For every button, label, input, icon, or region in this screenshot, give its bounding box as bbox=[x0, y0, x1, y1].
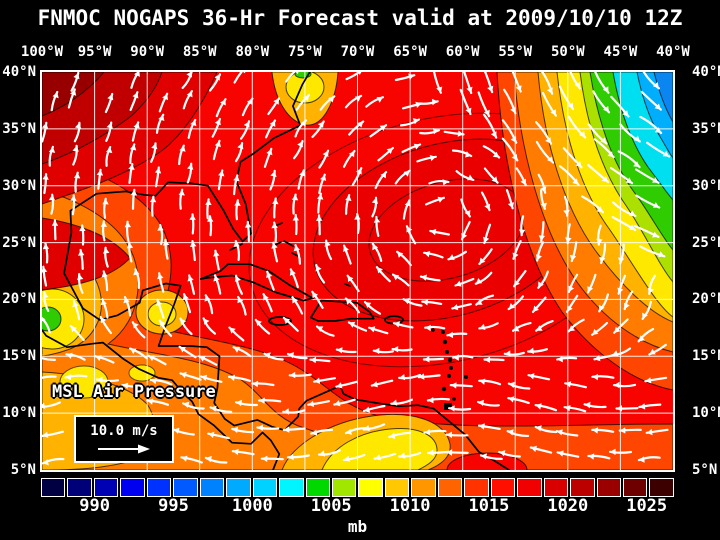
colorbar-cell bbox=[146, 478, 172, 497]
longitude-axis-top: 100°W 95°W 90°W 85°W 80°W 75°W 70°W 65°W 60°W 55°… bbox=[21, 44, 690, 62]
colorbar-cell bbox=[305, 478, 330, 497]
colorbar-cell bbox=[331, 478, 357, 497]
colorbar-tick: 1020 bbox=[547, 496, 589, 516]
latitude-label: 20°N bbox=[692, 291, 720, 308]
latitude-label: 5°N bbox=[692, 461, 718, 478]
colorbar-tick: 990 bbox=[79, 496, 110, 516]
longitude-label: 85°W bbox=[182, 44, 217, 60]
colorbar-cell bbox=[649, 478, 674, 497]
longitude-label: 40°W bbox=[656, 44, 690, 60]
colorbar-cell bbox=[384, 478, 410, 497]
latitude-axis-left: 40°N 35°N 30°N 25°N 20°N 15°N 10°N 5°N bbox=[0, 64, 38, 478]
map-plot: MSL Air Pressure 10.0 m/s bbox=[40, 70, 675, 472]
latitude-label: 15°N bbox=[692, 348, 720, 365]
colorbar-cell bbox=[226, 478, 251, 497]
lesser-antilles-islands bbox=[431, 328, 468, 410]
graticule-gridlines bbox=[42, 72, 673, 470]
wind-speed-legend: 10.0 m/s bbox=[74, 415, 174, 463]
colorbar-cell bbox=[199, 478, 225, 497]
colorbar-tick: 1015 bbox=[468, 496, 510, 516]
wind-speed-arrow-icon bbox=[98, 444, 150, 454]
wind-speed-value: 10.0 m/s bbox=[90, 423, 158, 439]
wind-vector-field bbox=[42, 72, 671, 466]
product-title: FNMOC NOGAPS 36-Hr Forecast valid at 200… bbox=[37, 6, 683, 30]
colorbar-tick-labels: 990 995 1000 1005 1010 1015 1020 1025 bbox=[42, 496, 673, 518]
colorbar-cell bbox=[67, 478, 92, 497]
latitude-label: 5°N bbox=[10, 461, 36, 478]
longitude-label: 50°W bbox=[550, 44, 585, 60]
latitude-label: 30°N bbox=[692, 177, 720, 194]
colorbar-tick: 1005 bbox=[310, 496, 352, 516]
latitude-axis-right: 40°N 35°N 30°N 25°N 20°N 15°N 10°N 5°N bbox=[692, 64, 720, 478]
colorbar-tick: 1000 bbox=[231, 496, 273, 516]
colorbar-cell bbox=[570, 478, 595, 497]
colorbar-tick: 995 bbox=[158, 496, 189, 516]
colorbar-cell bbox=[437, 478, 463, 497]
latitude-label: 30°N bbox=[2, 177, 36, 194]
latitude-label: 20°N bbox=[2, 291, 36, 308]
colorbar-cell bbox=[120, 478, 145, 497]
pressure-contour-map bbox=[42, 72, 673, 470]
colorbar-cell bbox=[93, 478, 119, 497]
colorbar-cell bbox=[173, 478, 198, 497]
longitude-label: 60°W bbox=[445, 44, 480, 60]
longitude-label: 90°W bbox=[130, 44, 165, 60]
latitude-label: 10°N bbox=[692, 405, 720, 422]
latitude-label: 15°N bbox=[2, 348, 36, 365]
colorbar-cell bbox=[411, 478, 436, 497]
colorbar-cell bbox=[279, 478, 304, 497]
longitude-label: 45°W bbox=[603, 44, 638, 60]
latitude-label: 35°N bbox=[2, 120, 36, 137]
map-overlay-label: MSL Air Pressure bbox=[52, 382, 216, 402]
latitude-label: 10°N bbox=[2, 405, 36, 422]
latitude-label: 40°N bbox=[2, 64, 36, 80]
colorbar-cell bbox=[464, 478, 489, 497]
colorbar-cell bbox=[517, 478, 542, 497]
colorbar-cell bbox=[252, 478, 278, 497]
longitude-label: 80°W bbox=[235, 44, 270, 60]
longitude-label: 65°W bbox=[393, 44, 427, 60]
latitude-label: 40°N bbox=[692, 64, 720, 80]
colorbar-tick: 1010 bbox=[389, 496, 431, 516]
longitude-label: 55°W bbox=[498, 44, 533, 60]
colorbar-cell bbox=[490, 478, 516, 497]
colorbar-cell bbox=[622, 478, 648, 497]
colorbar-unit: mb bbox=[347, 517, 368, 536]
latitude-label: 25°N bbox=[2, 234, 36, 251]
latitude-label: 35°N bbox=[692, 120, 720, 137]
colorbar-tick: 1025 bbox=[626, 496, 668, 516]
latitude-label: 25°N bbox=[692, 234, 720, 251]
colorbar-cell bbox=[543, 478, 569, 497]
longitude-label: 75°W bbox=[288, 44, 322, 60]
colorbar-cell bbox=[41, 478, 66, 497]
colorbar bbox=[41, 478, 674, 497]
colorbar-cell bbox=[596, 478, 621, 497]
longitude-label: 70°W bbox=[340, 44, 375, 60]
longitude-label: 95°W bbox=[77, 44, 112, 60]
longitude-label: 100°W bbox=[20, 44, 64, 60]
colorbar-cell bbox=[358, 478, 383, 497]
